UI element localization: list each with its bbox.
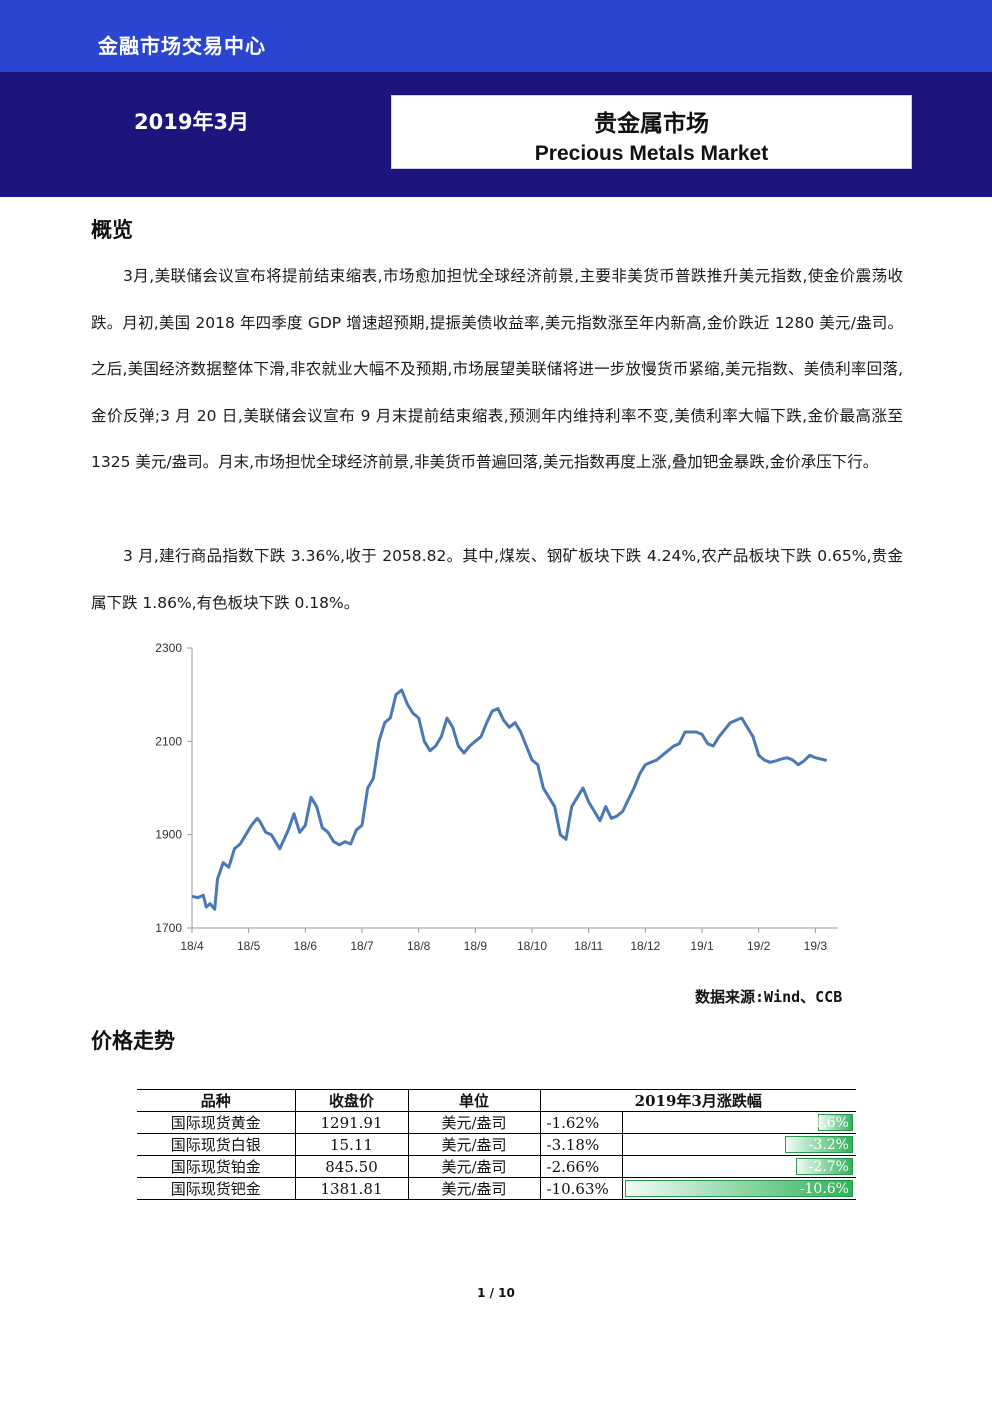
top-bar: 金融市场交易中心 xyxy=(0,0,992,72)
change-bar-label: -10.6% xyxy=(799,1181,849,1197)
cell-bar: -1.6% xyxy=(621,1111,856,1134)
x-tick-label: 18/10 xyxy=(517,939,547,953)
report-date: 2019年3月 xyxy=(134,110,250,134)
price-trend-heading: 价格走势 xyxy=(91,1029,175,1053)
y-tick-label: 1700 xyxy=(155,921,182,935)
index-series-line xyxy=(191,688,828,911)
table-row: 国际现货钯金 1381.81 美元/盎司 -10.63% -10.6% xyxy=(137,1177,856,1200)
x-tick-label: 18/8 xyxy=(407,939,431,953)
x-tick-label: 18/4 xyxy=(180,939,204,953)
overview-paragraph-1: 3月,美联储会议宣布将提前结束缩表,市场愈加担忧全球经济前景,主要非美货币普跌推… xyxy=(91,253,903,486)
cell-change: -3.18% xyxy=(539,1133,622,1156)
cell-close: 845.50 xyxy=(294,1155,408,1178)
change-bar: -1.6% xyxy=(809,1114,853,1131)
cell-close: 1381.81 xyxy=(294,1177,408,1200)
overview-paragraph-2: 3 月,建行商品指数下跌 3.36%,收于 2058.82。其中,煤炭、钢矿板块… xyxy=(91,533,903,626)
overview-paragraph-2-text: 3 月,建行商品指数下跌 3.36%,收于 2058.82。其中,煤炭、钢矿板块… xyxy=(91,547,903,612)
cell-close: 1291.91 xyxy=(294,1111,408,1134)
x-tick-label: 19/1 xyxy=(690,939,714,953)
cell-change: -2.66% xyxy=(539,1155,622,1178)
page-number: 1 / 10 xyxy=(477,1286,515,1300)
overview-heading: 概览 xyxy=(91,218,133,242)
header-unit: 单位 xyxy=(407,1089,540,1112)
cell-unit: 美元/盎司 xyxy=(407,1133,540,1156)
cell-bar: -10.6% xyxy=(621,1177,856,1200)
header-variety: 品种 xyxy=(137,1089,295,1112)
commodity-index-chart: 1700 1900 2100 2300 18/4 18/5 18/6 18/7 18/8 18/9… xyxy=(130,632,850,972)
organization-name: 金融市场交易中心 xyxy=(98,34,266,58)
x-tick-label: 18/9 xyxy=(464,939,488,953)
x-tick-label: 18/7 xyxy=(350,939,374,953)
cell-unit: 美元/盎司 xyxy=(407,1155,540,1178)
cell-close: 15.11 xyxy=(294,1133,408,1156)
cell-unit: 美元/盎司 xyxy=(407,1177,540,1200)
change-bar-label: -2.7% xyxy=(808,1159,849,1175)
cell-bar: -3.2% xyxy=(621,1133,856,1156)
cell-bar: -2.7% xyxy=(621,1155,856,1178)
x-tick-label: 18/6 xyxy=(294,939,318,953)
price-table: 品种 收盘价 单位 2019年3月涨跌幅 国际现货黄金 1291.91 美元/盎… xyxy=(137,1089,856,1200)
cell-unit: 美元/盎司 xyxy=(407,1111,540,1134)
table-row: 国际现货铂金 845.50 美元/盎司 -2.66% -2.7% xyxy=(137,1155,856,1178)
x-tick-label: 19/2 xyxy=(747,939,771,953)
chart-svg: 1700 1900 2100 2300 18/4 18/5 18/6 18/7 18/8 18/9… xyxy=(155,641,838,953)
table-row: 国际现货黄金 1291.91 美元/盎司 -1.62% -1.6% xyxy=(137,1111,856,1134)
change-bar: -10.6% xyxy=(625,1180,853,1197)
change-bar: -2.7% xyxy=(795,1158,853,1175)
report-title-en: Precious Metals Market xyxy=(534,142,769,165)
x-tick-label: 19/3 xyxy=(804,939,828,953)
y-tick-label: 2100 xyxy=(155,734,182,748)
x-tick-label: 18/5 xyxy=(237,939,261,953)
price-table-header-row: 品种 收盘价 单位 2019年3月涨跌幅 xyxy=(137,1089,856,1112)
change-bar: -3.2% xyxy=(784,1136,853,1153)
cell-change: -1.62% xyxy=(539,1111,622,1134)
data-source: 数据来源:Wind、CCB xyxy=(695,988,843,1006)
report-title-box: 贵金属市场 Precious Metals Market xyxy=(391,95,912,169)
change-bar-label: -1.6% xyxy=(808,1115,849,1131)
table-row: 国际现货白银 15.11 美元/盎司 -3.18% -3.2% xyxy=(137,1133,856,1156)
report-title-zh: 贵金属市场 xyxy=(594,111,709,137)
y-tick-label: 1900 xyxy=(155,828,182,842)
overview-paragraph-1-text: 3月,美联储会议宣布将提前结束缩表,市场愈加担忧全球经济前景,主要非美货币普跌推… xyxy=(91,267,903,471)
cell-name: 国际现货黄金 xyxy=(137,1111,295,1134)
cell-change: -10.63% xyxy=(539,1177,622,1200)
y-tick-label: 2300 xyxy=(155,641,182,655)
cell-name: 国际现货铂金 xyxy=(137,1155,295,1178)
header-change: 2019年3月涨跌幅 xyxy=(539,1089,856,1112)
header-close: 收盘价 xyxy=(294,1089,408,1112)
x-tick-label: 18/11 xyxy=(574,939,603,953)
title-band: 2019年3月 贵金属市场 Precious Metals Market xyxy=(0,72,992,197)
change-bar-label: -3.2% xyxy=(808,1137,849,1153)
cell-name: 国际现货白银 xyxy=(137,1133,295,1156)
cell-name: 国际现货钯金 xyxy=(137,1177,295,1200)
x-tick-label: 18/12 xyxy=(630,939,660,953)
